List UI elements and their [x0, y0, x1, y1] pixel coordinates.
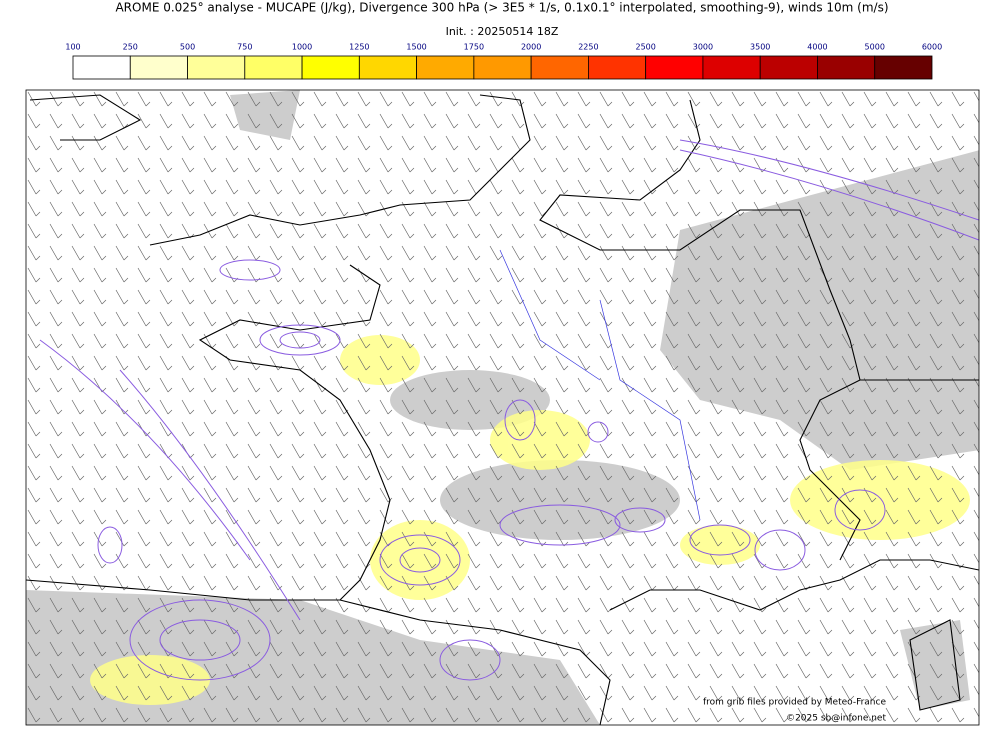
colorbar-box — [874, 55, 933, 80]
colorbar-box — [759, 55, 818, 80]
colorbar-box — [129, 55, 188, 80]
colorbar-label: 3500 — [750, 43, 770, 52]
colorbar-box — [817, 55, 876, 80]
colorbar-label: 500 — [180, 43, 195, 52]
colorbar-box — [645, 55, 704, 80]
colorbar-label: 2500 — [635, 43, 655, 52]
colorbar-label: 750 — [237, 43, 252, 52]
colorbar-box — [416, 55, 475, 80]
colorbar-box — [473, 55, 532, 80]
title: AROME 0.025° analyse - MUCAPE (J/kg), Di… — [115, 1, 888, 15]
colorbar-box — [301, 55, 360, 80]
colorbar-box — [588, 55, 647, 80]
colorbar-label: 100 — [65, 43, 80, 52]
map — [26, 90, 979, 725]
colorbar-box — [72, 55, 131, 80]
colorbar-box — [702, 55, 761, 80]
colorbar: 100 250 500 750 1000 1250 1500 1750 2000 2250 2500… — [65, 43, 942, 80]
copyright: ©2025 sb@infone.net — [786, 714, 886, 724]
colorbar-label: 1250 — [349, 43, 369, 52]
colorbar-label: 1500 — [406, 43, 426, 52]
colorbar-label: 1750 — [464, 43, 484, 52]
colorbar-label: 2250 — [578, 43, 598, 52]
colorbar-box — [530, 55, 589, 80]
colorbar-label: 2000 — [521, 43, 541, 52]
source-credit: from grib files provided by Meteo-France — [703, 698, 886, 708]
colorbar-label: 1000 — [292, 43, 312, 52]
colorbar-label: 5000 — [865, 43, 885, 52]
init-time: Init. : 20250514 18Z — [446, 25, 559, 38]
colorbar-box — [358, 55, 418, 80]
colorbar-box — [187, 55, 246, 80]
colorbar-label: 3000 — [693, 43, 713, 52]
colorbar-label: 4000 — [807, 43, 827, 52]
colorbar-label: 6000 — [922, 43, 942, 52]
map-frame — [25, 89, 980, 726]
colorbar-label: 250 — [123, 43, 138, 52]
colorbar-box — [244, 55, 303, 80]
